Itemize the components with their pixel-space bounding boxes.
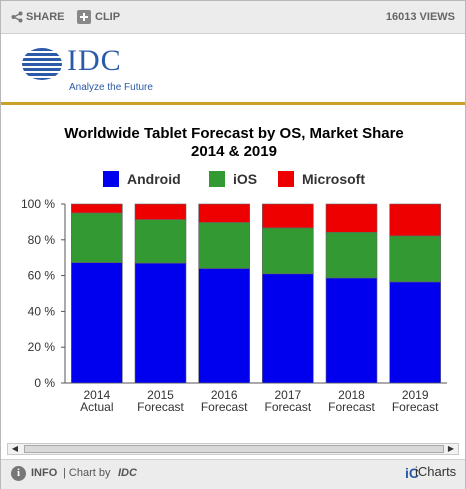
plus-icon (77, 10, 91, 24)
clip-button[interactable]: CLIP (77, 10, 120, 24)
legend-label-android: Android (127, 171, 181, 187)
y-tick-label: 0 % (34, 376, 55, 390)
bar-microsoft-2019 (389, 203, 441, 237)
x-tick-label: 2016 (211, 388, 238, 402)
y-tick-label: 80 % (28, 233, 56, 247)
scroll-right-arrow-icon[interactable]: ▶ (447, 444, 455, 453)
x-tick-label: Forecast (328, 400, 375, 414)
x-tick-label: Forecast (264, 400, 311, 414)
chart-by-brand[interactable]: IDC (118, 467, 137, 479)
y-tick-label: 40 % (28, 304, 56, 318)
y-tick-label: 100 % (21, 197, 55, 211)
bar-ios-2014 (71, 212, 123, 263)
x-tick-label: 2017 (274, 388, 301, 402)
views-count: 16013 VIEWS (385, 11, 455, 23)
bar-microsoft-2017 (262, 203, 314, 229)
bar-android-2015 (134, 262, 187, 384)
x-tick-label: Actual (80, 400, 113, 414)
chart-axes: 0 % 20 % 40 % 60 % 80 % 100 % (21, 197, 447, 390)
accent-divider (1, 102, 465, 105)
stacked-bar-chart: Worldwide Tablet Forecast by OS, Market … (21, 125, 447, 414)
chart-bars (71, 203, 441, 384)
chart-area: Worldwide Tablet Forecast by OS, Market … (1, 105, 465, 437)
legend-swatch-ios (209, 171, 225, 187)
logo-band: IDC Analyze the Future (1, 34, 465, 103)
bar-ios-2015 (134, 219, 187, 264)
bar-microsoft-2015 (134, 203, 187, 220)
bar-android-2016 (198, 268, 250, 384)
scroll-left-arrow-icon[interactable]: ◀ (11, 444, 19, 453)
idc-globe-icon (21, 47, 63, 86)
legend-swatch-microsoft (278, 171, 294, 187)
bar-android-2019 (389, 281, 441, 384)
x-tick-label: 2014 (83, 388, 110, 402)
chart-legend: Android iOS Microsoft (103, 171, 365, 187)
y-tick-label: 60 % (28, 269, 56, 283)
share-label: SHARE (26, 11, 65, 23)
top-toolbar: SHARE CLIP 16013 VIEWS (1, 1, 465, 34)
share-icon (11, 11, 23, 23)
logo-wordmark: IDC (67, 44, 122, 77)
footer-bar: i INFO | Chart by IDC iC iCharts (1, 459, 465, 489)
bar-android-2014 (71, 262, 123, 384)
x-tick-label: Forecast (392, 400, 439, 414)
clip-label: CLIP (95, 11, 121, 23)
y-tick-label: 20 % (28, 340, 56, 354)
bar-microsoft-2014 (71, 203, 123, 214)
legend-swatch-android (103, 171, 119, 187)
bar-microsoft-2016 (198, 203, 250, 223)
x-tick-label: Forecast (137, 400, 184, 414)
logo-tagline: Analyze the Future (69, 82, 153, 93)
horizontal-scrollbar[interactable]: ◀ ▶ (7, 443, 459, 455)
x-tick-label: Forecast (201, 400, 248, 414)
bar-ios-2019 (389, 235, 441, 283)
icharts-logo-mark: iC (405, 465, 419, 481)
info-label[interactable]: INFO (31, 467, 58, 479)
x-tick-label: 2015 (147, 388, 174, 402)
x-tick-label: 2019 (402, 388, 429, 402)
scrollbar-thumb[interactable] (24, 445, 444, 453)
bar-ios-2018 (325, 231, 378, 279)
legend-label-ios: iOS (233, 171, 257, 187)
bar-ios-2016 (198, 222, 250, 269)
info-icon[interactable]: i (11, 466, 26, 481)
chart-subtitle: 2014 & 2019 (191, 143, 277, 160)
x-axis-labels: 2014Actual2015Forecast2016Forecast2017Fo… (80, 388, 439, 414)
x-tick-label: 2018 (338, 388, 365, 402)
bar-android-2018 (325, 277, 378, 384)
bar-android-2017 (262, 273, 314, 384)
icharts-link[interactable]: iCharts (415, 464, 457, 479)
chart-title: Worldwide Tablet Forecast by OS, Market … (64, 125, 404, 142)
bar-ios-2017 (262, 227, 314, 275)
legend-label-microsoft: Microsoft (302, 171, 365, 187)
bar-microsoft-2018 (325, 203, 378, 233)
share-button[interactable]: SHARE (11, 10, 65, 24)
chart-by-label: | Chart by (63, 467, 111, 479)
